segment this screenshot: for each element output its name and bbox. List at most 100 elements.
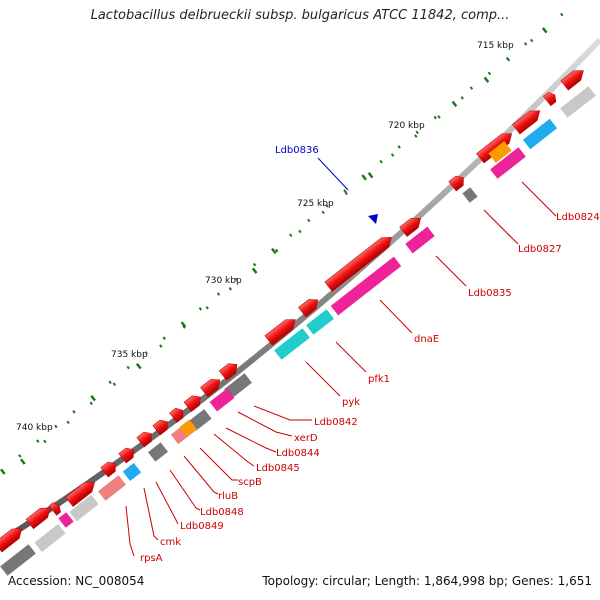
- tick-dot: [144, 351, 148, 355]
- gene-block-lower-15[interactable]: [122, 462, 142, 482]
- gene-arrow-upper-8[interactable]: [264, 315, 299, 346]
- gene-block-lower-1[interactable]: [522, 118, 558, 150]
- tick-dot: [36, 439, 40, 443]
- tick-dot: [43, 439, 47, 444]
- gene-arrow-upper-0[interactable]: [560, 66, 587, 91]
- highlight-feature[interactable]: Ldb0836: [275, 145, 378, 224]
- gene-arrow-upper-15[interactable]: [118, 445, 137, 464]
- gene-label-Ldb0849[interactable]: Ldb0849: [180, 521, 224, 532]
- gene-block-lower-19[interactable]: [34, 524, 66, 552]
- gene-label-Ldb0844[interactable]: Ldb0844: [276, 448, 320, 459]
- tick-dot: [0, 468, 6, 475]
- gene-label-Ldb0845[interactable]: Ldb0845: [256, 463, 300, 474]
- tick-label-725: 725 kbp: [297, 199, 334, 209]
- gene-block-lower-18[interactable]: [58, 512, 74, 528]
- gene-label-Ldb0842[interactable]: Ldb0842: [314, 417, 358, 428]
- gene-arrow-upper-1[interactable]: [543, 90, 558, 107]
- tick-dot: [72, 409, 76, 414]
- gene-block-lower-7[interactable]: [306, 309, 334, 335]
- tick-dot: [414, 134, 418, 138]
- gene-arrow-upper-6[interactable]: [324, 233, 395, 292]
- gene-arrow-upper-7[interactable]: [298, 295, 321, 318]
- tick-dot: [274, 248, 279, 253]
- gene-arrow-upper-12[interactable]: [169, 406, 187, 423]
- tick-dot: [307, 218, 311, 223]
- gene-label-rluB[interactable]: rluB: [218, 491, 238, 502]
- tick-dot: [216, 292, 221, 296]
- tick-label-740: 740 kbp: [16, 423, 53, 433]
- leader-Ldb0844: [225, 427, 277, 453]
- tick-label-715: 715 kbp: [477, 41, 514, 51]
- gene-label-Ldb0848[interactable]: Ldb0848: [200, 507, 244, 518]
- gene-block-lower-3[interactable]: [488, 141, 512, 163]
- tick-dot: [460, 96, 464, 100]
- gene-arrow-upper-13[interactable]: [152, 417, 171, 436]
- gene-label-pyk[interactable]: pyk: [342, 397, 360, 408]
- tick-dot: [112, 382, 117, 386]
- tick-dot: [344, 191, 348, 196]
- gene-label-Ldb0827[interactable]: Ldb0827: [518, 244, 562, 255]
- gene-block-lower-14[interactable]: [148, 442, 168, 462]
- tick-dot: [506, 57, 511, 62]
- tick-dot: [126, 365, 130, 370]
- tick-dot: [469, 86, 474, 90]
- gene-label-xerD[interactable]: xerD: [294, 433, 318, 444]
- leader-pyk: [305, 361, 341, 397]
- gene-arrow-upper-4[interactable]: [448, 173, 467, 192]
- gene-block-lower-10[interactable]: [209, 388, 235, 412]
- tick-dot: [251, 267, 258, 274]
- tick-dot: [252, 262, 257, 267]
- gene-arrow-upper-9[interactable]: [218, 360, 241, 381]
- tick-dot: [288, 233, 293, 237]
- gene-arrow-upper-11[interactable]: [183, 392, 204, 413]
- tick-dot: [298, 229, 302, 234]
- tick-dot: [541, 27, 548, 34]
- leader-Ldb0835: [435, 255, 467, 287]
- topology-summary: Topology: circular; Length: 1,864,998 bp…: [262, 574, 592, 588]
- tick-dot: [162, 336, 167, 340]
- gene-label-pfk1[interactable]: pfk1: [368, 374, 390, 385]
- tick-dot: [367, 172, 374, 179]
- gene-label-Ldb0824[interactable]: Ldb0824: [556, 212, 600, 223]
- leader-Ldb0842: [253, 405, 312, 421]
- gene-arrow-upper-16[interactable]: [100, 459, 119, 478]
- tick-dot: [234, 277, 239, 282]
- gene-label-rpsA[interactable]: rpsA: [140, 553, 163, 564]
- highlight-marker-icon: [368, 214, 378, 224]
- gene-arrow-upper-17[interactable]: [65, 477, 99, 507]
- gene-arrow-upper-14[interactable]: [136, 429, 155, 448]
- gene-block-lower-6[interactable]: [330, 256, 402, 316]
- gene-block-lower-2[interactable]: [490, 147, 526, 179]
- gene-block-lower-20[interactable]: [0, 544, 36, 576]
- gene-arrow-upper-10[interactable]: [200, 375, 223, 398]
- gene-label-cmk[interactable]: cmk: [160, 537, 181, 548]
- gene-block-lower-9[interactable]: [224, 373, 252, 399]
- gene-arrow-upper-5[interactable]: [399, 213, 425, 237]
- gene-block-lower-16[interactable]: [98, 475, 126, 501]
- gene-arrow-upper-19[interactable]: [25, 503, 54, 530]
- tick-dot: [433, 115, 437, 120]
- gene-block-lower-0[interactable]: [560, 86, 596, 118]
- tick-label-720: 720 kbp: [388, 121, 425, 131]
- gene-label-dnaE[interactable]: dnaE: [414, 334, 439, 345]
- gene-arrow-upper-20[interactable]: [0, 524, 26, 553]
- gene-block-lower-8[interactable]: [274, 328, 310, 360]
- gene-block-lower-4[interactable]: [462, 187, 478, 203]
- tick-dot: [390, 153, 395, 157]
- gene-block-lower-5[interactable]: [405, 226, 435, 254]
- gene-label-scpB[interactable]: scpB: [238, 477, 262, 488]
- gene-arrow-upper-2[interactable]: [512, 106, 543, 135]
- tick-dot: [108, 380, 112, 385]
- tick-dot: [487, 71, 492, 76]
- gene-arrow-upper-18[interactable]: [48, 501, 63, 516]
- gene-label-Ldb0835[interactable]: Ldb0835: [468, 288, 512, 299]
- coordinate-ticks: 715 kbp 720 kbp 725 kbp 730 kbp 735 kbp …: [16, 41, 514, 433]
- gene-block-lower-17[interactable]: [69, 494, 99, 522]
- highlight-label: Ldb0836: [275, 145, 319, 156]
- gene-block-lower-13[interactable]: [179, 419, 197, 437]
- tick-dot: [228, 286, 233, 291]
- gene-block-lower-11[interactable]: [188, 409, 212, 431]
- gene-arrow-upper-3[interactable]: [476, 129, 516, 164]
